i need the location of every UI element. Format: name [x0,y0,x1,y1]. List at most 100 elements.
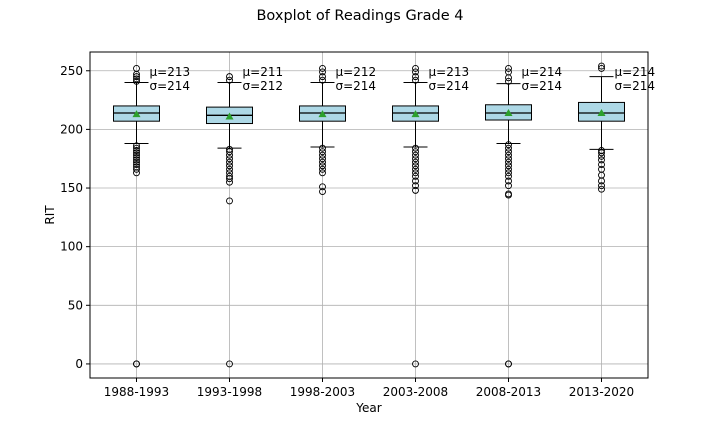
sd-annotation: σ=214 [429,79,470,93]
box-group [578,62,625,193]
outlier-point [598,147,605,154]
outlier-point [505,144,512,152]
outlier-point [133,360,140,368]
outlier-point [412,186,419,194]
outlier-point [505,190,512,198]
outlier-point [226,76,233,84]
mean-marker [504,108,513,116]
outlier-point [505,165,512,173]
outlier-point [133,77,140,85]
outlier-point [412,172,419,180]
outlier-point [505,148,512,156]
outlier-point [319,188,326,195]
grid [90,52,648,378]
outlier-point [319,183,326,191]
mean-annotation: μ=212 [336,65,377,79]
outlier-point [412,177,419,185]
outlier-point [133,163,140,171]
x-axis: 1988-1993 1993-1998 1998-2003 2003-2008 2008… [104,378,634,399]
outlier-point [133,161,140,169]
outlier-point [412,162,419,170]
outlier-point [505,151,512,159]
mean-marker [597,108,606,116]
x-axis-label: Year [355,401,381,415]
outlier-point [319,158,326,166]
mean-annotation: μ=213 [150,65,191,79]
sd-annotation: σ=214 [522,79,563,93]
outlier-point [133,156,140,164]
sd-annotation: σ=214 [336,79,377,93]
mean-annotation: μ=211 [243,65,284,79]
annotations: μ=213σ=214μ=211σ=212μ=212σ=214μ=213σ=214… [150,65,656,93]
outlier-point [319,64,326,72]
outlier-point [412,155,419,163]
x-tick-label: 2013-2020 [569,385,634,399]
outlier-point [412,169,419,177]
y-axis-label: RIT [43,205,57,225]
outlier-point [505,162,512,170]
x-tick-label: 2003-2008 [383,385,448,399]
outlier-point [412,158,419,166]
x-tick-label: 1988-1993 [104,385,169,399]
sd-annotation: σ=212 [243,79,284,93]
outlier-point [226,73,233,81]
outlier-point [319,162,326,170]
outlier-point [505,64,512,72]
boxes [113,62,625,368]
outlier-point [226,145,233,153]
outlier-point [505,172,512,180]
outlier-point [133,144,140,152]
outlier-point [133,158,140,166]
mean-annotation: μ=214 [522,65,563,79]
outlier-point [412,151,419,159]
outlier-point [598,185,605,193]
outlier-point [598,64,605,72]
y-tick-label: 50 [68,298,83,312]
outlier-point [133,73,140,81]
outlier-point [505,141,512,149]
outlier-point [226,197,233,205]
outlier-point [319,165,326,173]
chart-title: Boxplot of Readings Grade 4 [256,8,463,24]
box-group [485,64,532,368]
outlier-point [505,182,512,190]
outlier-point [133,147,140,154]
sd-annotation: σ=214 [150,79,191,93]
outlier-point [319,73,326,81]
outlier-point [505,77,512,85]
outlier-point [412,148,419,156]
outlier-point [226,172,233,180]
outlier-point [133,64,140,72]
mean-annotation: μ=214 [615,65,656,79]
mean-annotation: μ=213 [429,65,470,79]
outlier-point [412,64,419,72]
outlier-point [226,155,233,163]
outlier-point [226,360,233,368]
outlier-point [133,151,140,159]
outlier-point [412,165,419,173]
outlier-point [598,165,605,173]
box-group [206,73,253,368]
outlier-point [412,76,419,84]
y-tick-label: 200 [60,122,83,136]
mean-marker [318,110,327,118]
box-group [392,64,439,368]
sd-annotation: σ=214 [615,79,656,93]
x-tick-label: 2008-2013 [476,385,541,399]
outlier-point [226,162,233,170]
outlier-point [598,149,605,157]
outlier-point [412,68,419,76]
y-tick-label: 150 [60,181,83,195]
outlier-point [598,156,605,164]
outlier-point [226,169,233,177]
y-tick-label: 0 [75,357,83,371]
outlier-point [412,73,419,81]
outlier-point [412,360,419,368]
outlier-point [598,161,605,169]
box-group [299,64,346,195]
outlier-point [505,158,512,166]
mean-marker [132,110,141,118]
outlier-point [226,148,233,156]
x-tick-label: 1993-1998 [197,385,262,399]
